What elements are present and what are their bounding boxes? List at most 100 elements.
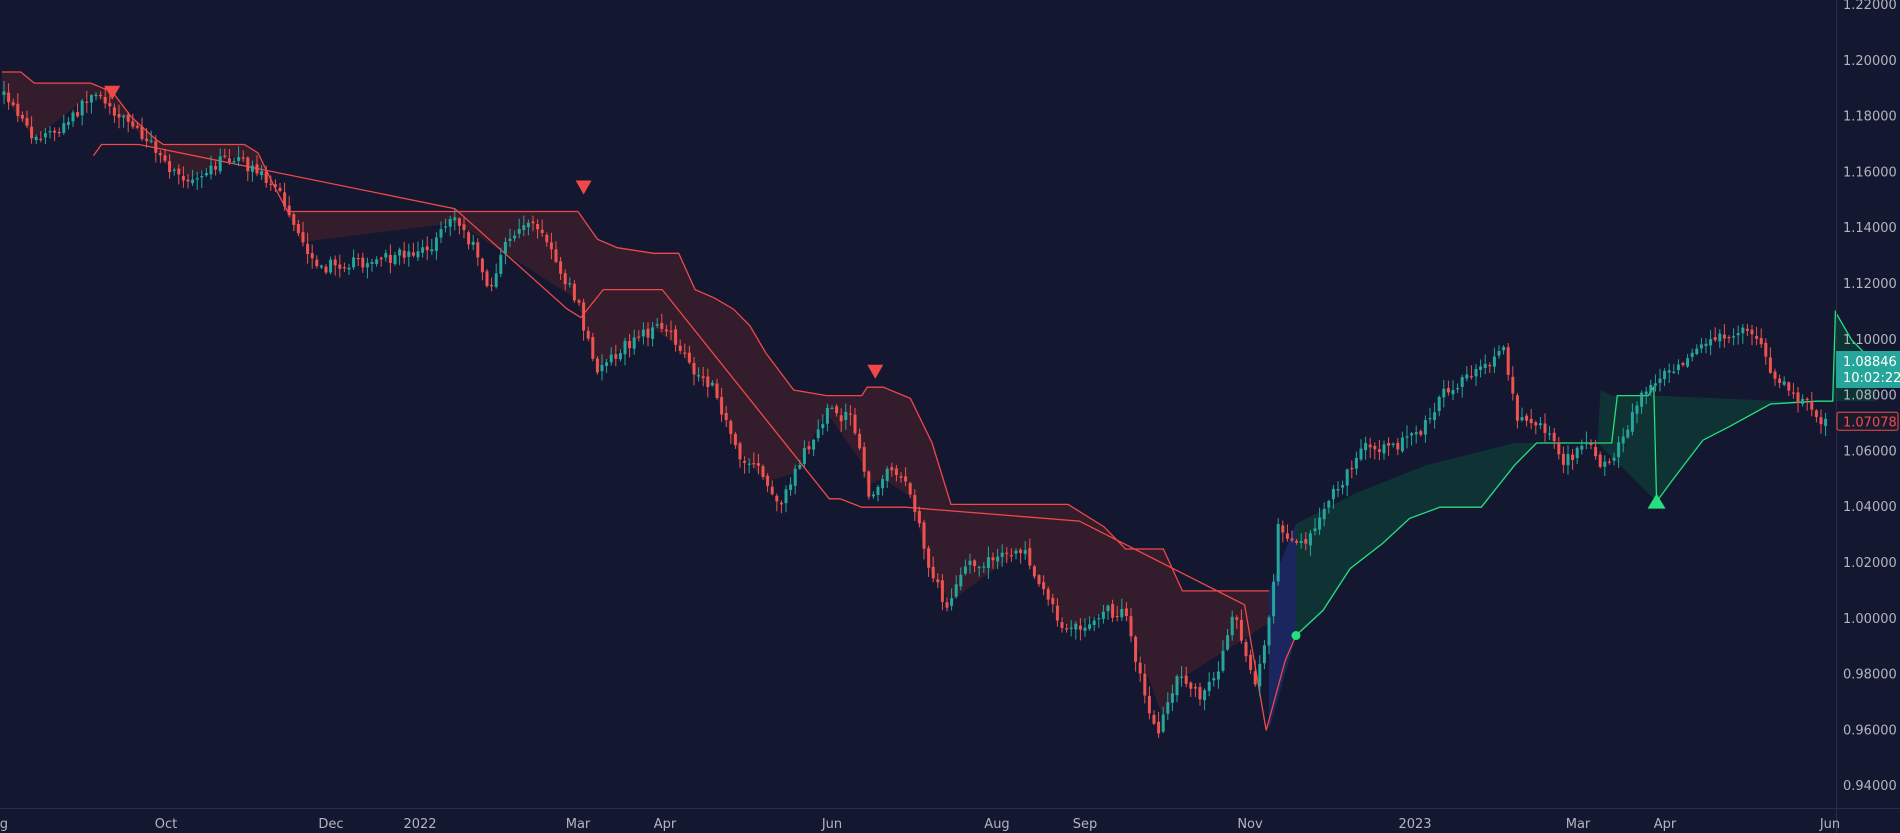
candle-body — [761, 466, 765, 477]
price-axis[interactable]: 1.22000 1.20000 1.18000 1.16000 1.14000 1.120… — [1843, 0, 1897, 794]
candle-body — [1469, 376, 1473, 378]
candle-body — [1161, 714, 1165, 732]
candle-body — [1193, 687, 1197, 689]
candle-body — [421, 247, 425, 253]
candle-body — [1575, 447, 1579, 459]
candle-body — [1331, 488, 1335, 500]
candle-body — [1589, 443, 1593, 445]
candle-body — [338, 264, 342, 269]
candle-body — [1653, 383, 1657, 386]
candle-body — [812, 439, 816, 450]
candle-body — [34, 136, 38, 141]
candle-body — [398, 249, 402, 256]
candle-body — [1124, 608, 1128, 616]
bear-band-fill — [2, 72, 1269, 719]
candle-body — [1327, 500, 1331, 508]
candle-body — [1299, 541, 1303, 543]
candle-body — [1313, 528, 1317, 532]
candle-body — [89, 95, 93, 103]
candle-body — [393, 255, 397, 264]
candle-body — [503, 241, 507, 254]
candle-body — [1198, 687, 1202, 700]
candle-body — [462, 224, 466, 231]
candle-body — [697, 375, 701, 377]
candle-body — [1207, 681, 1211, 691]
candle-body — [899, 476, 903, 478]
candle-body — [1364, 443, 1368, 451]
candle-body — [908, 483, 912, 495]
candle-body — [241, 157, 245, 159]
candle-body — [131, 121, 135, 127]
candle-body — [264, 171, 268, 183]
candle-body — [324, 266, 328, 273]
candle-body — [1676, 364, 1680, 370]
candle-body — [605, 362, 609, 366]
candle-body — [287, 205, 291, 216]
candle-body — [1571, 454, 1575, 460]
candle-body — [356, 258, 360, 260]
candle-body — [1492, 356, 1496, 367]
candle-body — [209, 165, 213, 175]
candle-body — [1640, 392, 1644, 407]
current-price-label-bg — [1836, 351, 1900, 388]
candle-body — [1782, 381, 1786, 385]
candle-body — [1672, 371, 1676, 373]
candle-body — [352, 257, 356, 268]
candle-body — [66, 121, 70, 125]
candle-body — [485, 271, 489, 287]
candle-body — [333, 259, 337, 266]
time-axis-tick-label: Mar — [566, 817, 591, 832]
candle-body — [342, 267, 346, 269]
indicator-bands — [2, 71, 1876, 731]
candle-body — [577, 300, 581, 303]
candle-body — [701, 376, 705, 378]
candle-body — [1295, 540, 1299, 543]
candle-body — [996, 556, 1000, 562]
candle-body — [1281, 525, 1285, 533]
candle-body — [1258, 663, 1262, 687]
candle-body — [283, 192, 287, 207]
candle-body — [1014, 550, 1018, 554]
candle-body — [1189, 682, 1193, 689]
candle-body — [517, 229, 521, 234]
candle-body — [1005, 552, 1009, 554]
candle-body — [99, 94, 103, 97]
candle-body — [1285, 533, 1289, 539]
candle-body — [1111, 604, 1115, 618]
candle-body — [830, 407, 834, 410]
candle-body — [1529, 418, 1533, 424]
candle-body — [439, 229, 443, 238]
candle-body — [1147, 695, 1151, 714]
candle-body — [784, 489, 788, 504]
candle-body — [1520, 417, 1524, 421]
candle-body — [1663, 370, 1667, 380]
candle-body — [490, 284, 494, 287]
candle-body — [844, 411, 848, 420]
candle-body — [545, 234, 549, 243]
bull-band-line — [1295, 309, 1876, 636]
candle-body — [669, 330, 673, 332]
time-axis[interactable]: ug Oct Dec 2022 Mar Apr Jun Aug Sep Nov 2023 Mar Apr… — [0, 817, 1840, 832]
candle-body — [848, 413, 852, 415]
candle-body — [168, 161, 172, 173]
candle-body — [1732, 336, 1736, 338]
candle-body — [931, 566, 935, 579]
candle-body — [1580, 445, 1584, 450]
candle-body — [706, 376, 710, 387]
candle-body — [853, 414, 857, 434]
candle-body — [563, 273, 567, 285]
candle-body — [743, 460, 747, 463]
candle-body — [1704, 343, 1708, 347]
candle-body — [729, 421, 733, 435]
candle-body — [310, 253, 314, 259]
candle-body — [1267, 617, 1271, 646]
candle-body — [172, 169, 176, 171]
candle-body — [1391, 443, 1395, 445]
candle-body — [1097, 618, 1101, 620]
candle-body — [278, 187, 282, 191]
sell-signal-marker — [575, 180, 592, 195]
candle-body — [1635, 405, 1639, 414]
candle-body — [200, 176, 204, 178]
